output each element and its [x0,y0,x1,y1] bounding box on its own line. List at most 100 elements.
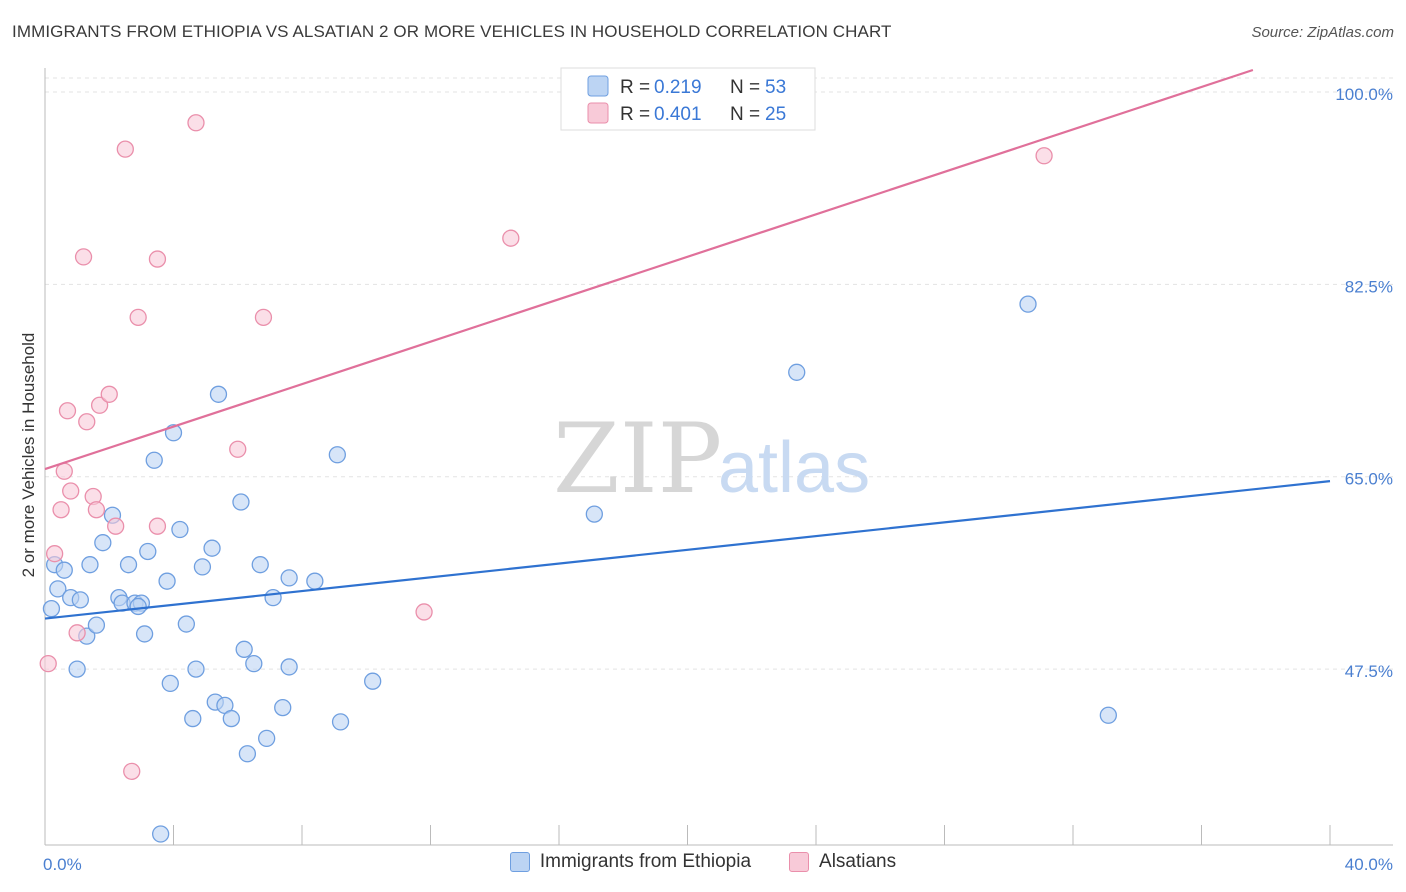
ethiopia-point-1 [49,580,67,598]
ethiopia-point-51 [42,600,61,618]
ethiopia-point-35 [238,745,257,763]
ethiopia-point-34 [235,640,253,658]
axes [44,68,1393,846]
ethiopia-point-50 [1099,706,1117,724]
trend-line-ethiopia [44,480,1331,620]
alsatians-point-14 [116,140,134,158]
ethiopia-point-40 [274,698,292,717]
ethiopia-point-23 [171,520,189,539]
legend-r-value-1: 0.219 [654,77,702,98]
ethiopia-point-30 [209,385,228,403]
trend-lines [44,68,1331,620]
legend-r-value-2: 0.401 [654,104,702,125]
x-tick-label-0: 0.0% [43,855,82,874]
alsatians-point-17 [148,250,167,268]
ethiopia-point-27 [193,558,212,576]
ethiopia-point-52 [129,597,147,616]
legend-label-alsatians: Alsatians [819,851,897,872]
alsatians-point-23 [502,229,520,247]
legend-r-label-1: R = [620,77,650,98]
legend-n-value-2: 25 [765,104,786,125]
ethiopia-point-9 [94,534,112,552]
top-legend: R = 0.219 N = 53 R = 0.401 N = 25 [560,67,816,131]
ethiopia-point-17 [139,542,157,561]
alsatians-point-15 [123,762,141,780]
ethiopia-point-45 [331,713,350,731]
alsatians-point-19 [187,114,205,132]
alsatians-point-5 [62,482,80,500]
alsatians-point-2 [52,501,70,519]
ethiopia-point-2 [55,561,73,579]
ethiopia-point-5 [71,591,89,609]
y-tick-label-0: 100.0% [1335,85,1393,104]
ethiopia-point-8 [87,616,106,634]
series-ethiopia-points [42,295,1117,843]
ethiopia-point-46 [364,672,382,690]
alsatians-point-16 [129,308,147,326]
ethiopia-point-43 [306,572,324,590]
ethiopia-point-21 [161,674,179,693]
x-tick-label-1: 40.0% [1345,855,1393,874]
legend-n-label-2: N = [730,104,760,125]
alsatians-point-12 [100,385,118,403]
ethiopia-point-39 [264,589,282,607]
legend-swatch-alsatians [789,852,810,872]
ethiopia-point-49 [1019,295,1037,313]
ethiopia-point-26 [187,660,205,678]
legend-swatch-blue [587,75,609,97]
alsatians-point-6 [68,624,86,642]
ethiopia-point-32 [222,709,240,728]
bottom-legend: Immigrants from Ethiopia Alsatians [0,851,1406,873]
x-tick-labels: 0.0% 40.0% [43,855,1393,874]
ethiopia-point-18 [145,451,163,469]
source-label: Source: ZipAtlas.com [1251,24,1394,41]
alsatians-point-21 [254,308,273,326]
legend-swatch-ethiopia [509,852,530,872]
ethiopia-point-36 [245,654,263,673]
ethiopia-point-20 [158,572,176,590]
ethiopia-point-38 [258,729,276,748]
legend-r-label-2: R = [620,104,650,125]
legend-label-ethiopia: Immigrants from Ethiopia [539,851,752,872]
watermark: ZIP atlas [553,403,870,515]
alsatians-point-1 [45,545,64,563]
y-axis-title: 2 or more Vehicles in Household [19,333,38,578]
alsatians-point-10 [87,501,106,519]
ethiopia-point-42 [280,569,298,587]
ethiopia-point-25 [184,709,202,728]
legend-swatch-pink [587,102,609,124]
ethiopia-point-41 [280,658,298,676]
ethiopia-point-19 [151,825,170,843]
ethiopia-point-16 [135,625,154,643]
ethiopia-point-13 [119,556,138,574]
ethiopia-point-7 [81,556,99,574]
y-tick-labels: 100.0% 82.5% 65.0% 47.5% [1335,85,1393,681]
ethiopia-point-44 [328,446,346,464]
legend-item-alsatians[interactable]: Alsatians [789,851,896,873]
ethiopia-point-4 [68,660,86,678]
alsatians-point-13 [107,517,125,535]
series-alsatians-points [39,114,1053,780]
legend-n-label-1: N = [730,77,760,98]
ethiopia-point-24 [177,615,196,633]
y-tick-label-1: 82.5% [1345,277,1393,296]
alsatians-point-18 [148,517,167,535]
ethiopia-point-33 [232,493,250,511]
ethiopia-point-28 [203,539,221,557]
watermark-atlas: atlas [718,428,870,508]
alsatians-point-7 [74,248,93,266]
alsatians-point-24 [1035,147,1053,165]
alsatians-point-4 [58,402,77,420]
alsatians-point-8 [78,413,96,431]
ethiopia-point-37 [251,556,269,574]
ethiopia-point-47 [585,505,603,523]
legend-n-value-1: 53 [765,77,786,98]
gridlines [45,77,1393,670]
alsatians-point-22 [415,603,433,621]
trend-line-alsatians [44,68,1254,471]
alsatians-point-20 [229,440,247,458]
alsatians-point-11 [90,396,109,414]
y-tick-label-3: 47.5% [1345,662,1393,681]
legend-item-ethiopia[interactable]: Immigrants from Ethiopia [509,851,752,873]
